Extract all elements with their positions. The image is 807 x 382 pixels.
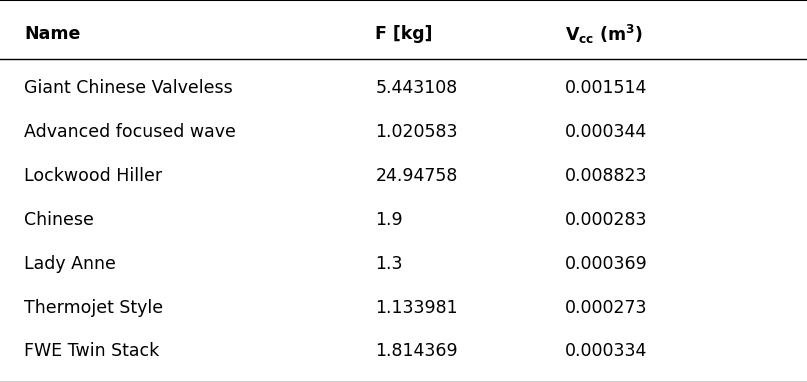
Text: F [kg]: F [kg] <box>375 25 433 44</box>
Text: Name: Name <box>24 25 81 44</box>
Text: FWE Twin Stack: FWE Twin Stack <box>24 342 160 361</box>
Text: 0.000283: 0.000283 <box>565 210 647 229</box>
Text: Advanced focused wave: Advanced focused wave <box>24 123 236 141</box>
Text: 0.001514: 0.001514 <box>565 79 647 97</box>
Text: 0.000334: 0.000334 <box>565 342 647 361</box>
Text: Lady Anne: Lady Anne <box>24 254 116 273</box>
Text: 1.814369: 1.814369 <box>375 342 458 361</box>
Text: 0.000369: 0.000369 <box>565 254 648 273</box>
Text: Thermojet Style: Thermojet Style <box>24 298 163 317</box>
Text: 1.3: 1.3 <box>375 254 403 273</box>
Text: 5.443108: 5.443108 <box>375 79 458 97</box>
Text: V$_{\mathregular{cc}}$ (m$^{\mathregular{3}}$): V$_{\mathregular{cc}}$ (m$^{\mathregular… <box>565 23 643 46</box>
Text: 0.008823: 0.008823 <box>565 167 647 185</box>
Text: Chinese: Chinese <box>24 210 94 229</box>
Text: Giant Chinese Valveless: Giant Chinese Valveless <box>24 79 233 97</box>
Text: 0.000273: 0.000273 <box>565 298 647 317</box>
Text: 1.133981: 1.133981 <box>375 298 458 317</box>
Text: 0.000344: 0.000344 <box>565 123 647 141</box>
Text: 1.020583: 1.020583 <box>375 123 458 141</box>
Text: Lockwood Hiller: Lockwood Hiller <box>24 167 162 185</box>
Text: 1.9: 1.9 <box>375 210 403 229</box>
Text: 24.94758: 24.94758 <box>375 167 458 185</box>
